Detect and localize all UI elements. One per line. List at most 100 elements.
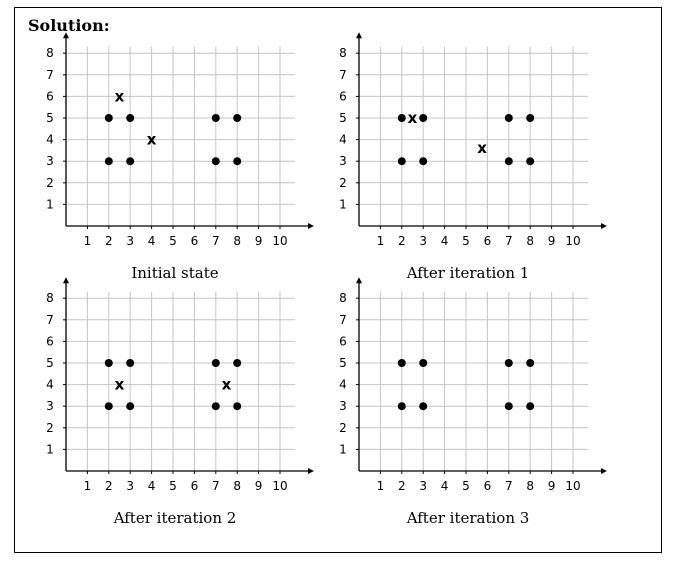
- x-tick-label: 3: [419, 479, 427, 493]
- data-point: [419, 114, 428, 122]
- x-tick-label: 7: [212, 479, 220, 493]
- solution-frame: [14, 7, 662, 553]
- centroid-marker: x: [408, 109, 418, 127]
- x-tick-label: 8: [233, 479, 241, 493]
- y-tick-label: 3: [46, 154, 54, 168]
- x-tick-label: 9: [255, 479, 263, 493]
- x-tick-label: 6: [484, 234, 492, 248]
- y-tick-label: 3: [46, 399, 54, 413]
- data-point: [526, 157, 535, 166]
- x-axis-arrow: [600, 223, 607, 229]
- solution-heading: Solution:: [28, 16, 110, 35]
- centroid-marker: x: [477, 139, 487, 157]
- data-point: [211, 114, 220, 122]
- y-tick-label: 3: [339, 154, 347, 168]
- y-tick-label: 1: [46, 197, 54, 211]
- x-tick-label: 5: [169, 479, 177, 493]
- x-tick-label: 9: [548, 234, 556, 248]
- x-tick-label: 10: [565, 479, 580, 493]
- data-point: [504, 402, 513, 411]
- y-tick-label: 4: [339, 378, 347, 392]
- x-tick-label: 1: [377, 234, 385, 248]
- y-tick-label: 5: [339, 356, 347, 370]
- x-tick-label: 2: [105, 234, 113, 248]
- data-point: [211, 402, 220, 411]
- x-tick-label: 3: [126, 234, 134, 248]
- x-tick-label: 10: [272, 479, 287, 493]
- data-point: [526, 402, 535, 411]
- data-point: [419, 359, 428, 367]
- y-tick-label: 7: [339, 313, 347, 327]
- x-tick-label: 5: [462, 234, 470, 248]
- x-tick-label: 4: [441, 479, 449, 493]
- y-tick-label: 5: [46, 356, 54, 370]
- x-tick-label: 1: [377, 479, 385, 493]
- data-point: [104, 157, 113, 166]
- x-tick-label: 3: [419, 234, 427, 248]
- data-point: [397, 114, 406, 122]
- x-axis-arrow: [307, 468, 314, 474]
- y-tick-label: 1: [339, 442, 347, 456]
- y-tick-label: 5: [46, 111, 54, 125]
- y-tick-label: 2: [46, 421, 54, 435]
- y-tick-label: 8: [46, 46, 54, 60]
- x-tick-label: 3: [126, 479, 134, 493]
- y-tick-label: 1: [46, 442, 54, 456]
- x-tick-label: 6: [484, 479, 492, 493]
- y-tick-label: 7: [46, 68, 54, 82]
- data-point: [126, 157, 135, 166]
- x-tick-label: 4: [148, 479, 156, 493]
- caption-after-iteration-3: After iteration 3: [406, 509, 530, 527]
- x-tick-label: 7: [505, 234, 513, 248]
- y-tick-label: 6: [46, 89, 54, 103]
- y-tick-label: 6: [46, 334, 54, 348]
- y-tick-label: 1: [339, 197, 347, 211]
- y-tick-label: 7: [339, 68, 347, 82]
- data-point: [211, 157, 220, 166]
- x-tick-label: 6: [191, 479, 199, 493]
- data-point: [504, 114, 513, 122]
- data-point: [104, 114, 113, 122]
- data-point: [397, 157, 406, 166]
- data-point: [397, 359, 406, 367]
- y-tick-label: 7: [46, 313, 54, 327]
- y-tick-label: 6: [339, 89, 347, 103]
- centroid-marker: x: [147, 131, 157, 149]
- data-point: [419, 402, 428, 411]
- y-tick-label: 3: [339, 399, 347, 413]
- centroid-marker: x: [115, 87, 125, 105]
- x-tick-label: 6: [191, 234, 199, 248]
- x-tick-label: 2: [398, 479, 406, 493]
- x-tick-label: 4: [441, 234, 449, 248]
- y-axis-arrow: [356, 277, 362, 284]
- y-tick-label: 2: [339, 176, 347, 190]
- data-point: [419, 157, 428, 166]
- data-point: [526, 114, 535, 122]
- data-point: [233, 359, 242, 367]
- x-tick-label: 8: [526, 479, 534, 493]
- x-tick-label: 4: [148, 234, 156, 248]
- y-tick-label: 8: [339, 291, 347, 305]
- data-point: [126, 359, 135, 367]
- x-axis-arrow: [600, 468, 607, 474]
- data-point: [397, 402, 406, 411]
- data-point: [126, 402, 135, 411]
- y-tick-label: 4: [339, 133, 347, 147]
- y-tick-label: 4: [46, 378, 54, 392]
- y-tick-label: 4: [46, 133, 54, 147]
- y-axis-arrow: [63, 277, 69, 284]
- data-point: [233, 402, 242, 411]
- data-point: [104, 402, 113, 411]
- x-tick-label: 2: [105, 479, 113, 493]
- x-tick-label: 8: [233, 234, 241, 248]
- y-tick-label: 6: [339, 334, 347, 348]
- x-tick-label: 1: [84, 234, 92, 248]
- x-tick-label: 5: [169, 234, 177, 248]
- x-tick-label: 1: [84, 479, 92, 493]
- x-tick-label: 7: [505, 479, 513, 493]
- centroid-marker: x: [115, 376, 125, 394]
